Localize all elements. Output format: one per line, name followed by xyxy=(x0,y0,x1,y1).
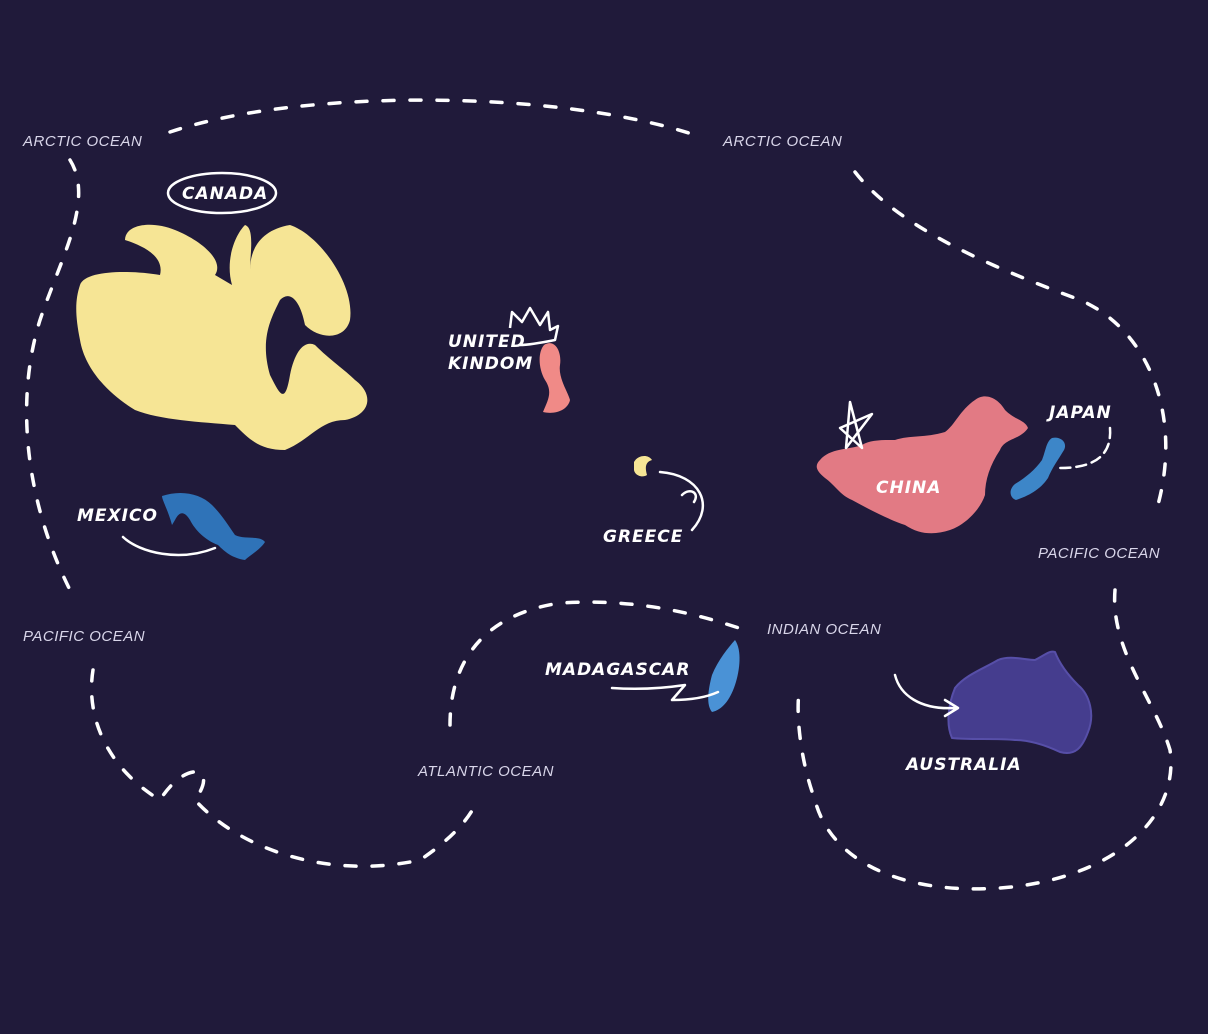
crown-icon xyxy=(508,306,560,347)
star-icon xyxy=(838,400,874,450)
route-line-left-loop xyxy=(24,98,747,868)
country-label-canada: CANADA xyxy=(182,184,269,204)
country-label-madagascar: MADAGASCAR xyxy=(545,660,691,680)
ocean-label-pacific-left: PACIFIC OCEAN xyxy=(23,628,146,645)
mexico-arrow xyxy=(121,535,217,557)
united-kingdom-shape xyxy=(539,343,570,413)
country-japan xyxy=(1010,426,1112,500)
country-madagascar xyxy=(610,640,740,712)
greece-shape xyxy=(634,456,652,477)
route-line-right-loop xyxy=(796,170,1173,891)
country-china xyxy=(816,396,1028,534)
hand-drawn-circle-icon xyxy=(166,171,278,215)
ocean-label-arctic-right: ARCTIC OCEAN xyxy=(723,133,843,150)
ocean-label-arctic-left: ARCTIC OCEAN xyxy=(23,133,143,150)
australia-shape xyxy=(947,650,1093,754)
country-label-australia: AUSTRALIA xyxy=(906,755,1022,775)
madagascar-shape xyxy=(708,640,740,712)
mexico-shape xyxy=(162,493,265,560)
country-label-mexico: MEXICO xyxy=(77,506,158,526)
country-australia xyxy=(893,650,1093,754)
madagascar-arrow xyxy=(610,683,720,702)
country-label-china: CHINA xyxy=(876,478,942,498)
australia-arrow xyxy=(893,673,960,718)
country-label-japan: JAPAN xyxy=(1049,403,1112,423)
japan-arrow xyxy=(1058,426,1112,470)
country-mexico xyxy=(121,493,265,560)
ocean-label-indian: INDIAN OCEAN xyxy=(767,621,882,638)
country-label-united-kingdom-line2: KINDOM xyxy=(448,354,534,374)
ocean-label-pacific-right: PACIFIC OCEAN xyxy=(1038,545,1161,562)
china-shape xyxy=(816,396,1028,534)
ocean-label-atlantic: ATLANTIC OCEAN xyxy=(418,763,554,780)
country-united-kingdom xyxy=(508,306,570,413)
country-label-united-kingdom-line1: UNITED xyxy=(448,332,526,352)
japan-shape xyxy=(1010,437,1066,500)
country-greece xyxy=(634,456,704,532)
country-label-greece: GREECE xyxy=(603,527,684,547)
canada-shape xyxy=(76,224,368,450)
country-canada xyxy=(76,171,368,450)
greece-arrow xyxy=(658,470,704,532)
